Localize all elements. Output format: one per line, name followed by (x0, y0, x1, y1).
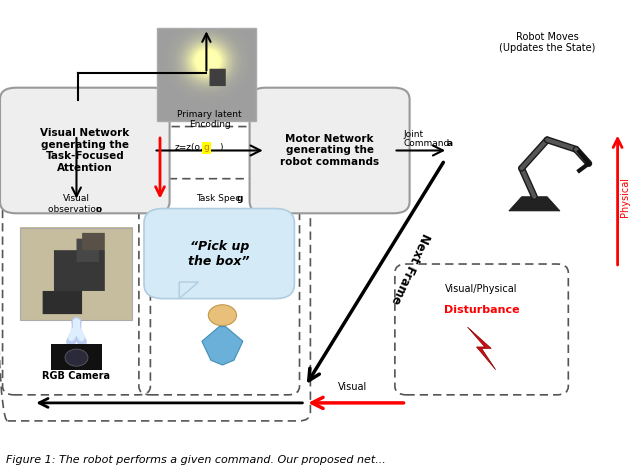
Text: Joint: Joint (403, 130, 423, 138)
FancyBboxPatch shape (0, 88, 170, 213)
Text: ): ) (219, 143, 223, 152)
Text: Next Frame: Next Frame (388, 231, 432, 306)
Text: Physical: Physical (620, 177, 630, 217)
Text: g: g (204, 143, 209, 152)
Text: Figure 1: The robot performs a given command. Our proposed net...: Figure 1: The robot performs a given com… (6, 455, 386, 465)
Text: Disturbance: Disturbance (444, 305, 520, 315)
Circle shape (65, 349, 88, 366)
Text: Robot Moves
(Updates the State): Robot Moves (Updates the State) (499, 32, 595, 54)
Polygon shape (509, 197, 560, 211)
FancyBboxPatch shape (144, 209, 294, 299)
Text: Motor Network
generating the
robot commands: Motor Network generating the robot comma… (280, 134, 379, 167)
Text: Visual/Physical: Visual/Physical (445, 284, 518, 294)
Text: o: o (96, 205, 102, 214)
Text: Command: Command (403, 139, 449, 148)
Circle shape (208, 305, 236, 326)
Polygon shape (202, 327, 243, 365)
Bar (20, 228, 132, 320)
Text: “Pick up
the box”: “Pick up the box” (188, 239, 250, 268)
Text: z=z(o,: z=z(o, (175, 143, 204, 152)
Text: Visual
observation: Visual observation (48, 194, 105, 214)
Text: Visual Network
generating the
Task-Focused
Attention: Visual Network generating the Task-Focus… (40, 128, 129, 173)
Text: Primary latent
Encoding: Primary latent Encoding (177, 110, 242, 129)
Polygon shape (467, 327, 495, 370)
Text: g: g (237, 194, 243, 203)
Bar (51, 344, 102, 370)
Text: a: a (447, 139, 453, 148)
Polygon shape (179, 282, 198, 299)
Text: Task Spec: Task Spec (196, 194, 243, 203)
Text: RGB Camera: RGB Camera (42, 371, 111, 381)
Bar (157, 28, 256, 121)
Text: Visual: Visual (338, 383, 367, 392)
FancyBboxPatch shape (250, 88, 410, 213)
